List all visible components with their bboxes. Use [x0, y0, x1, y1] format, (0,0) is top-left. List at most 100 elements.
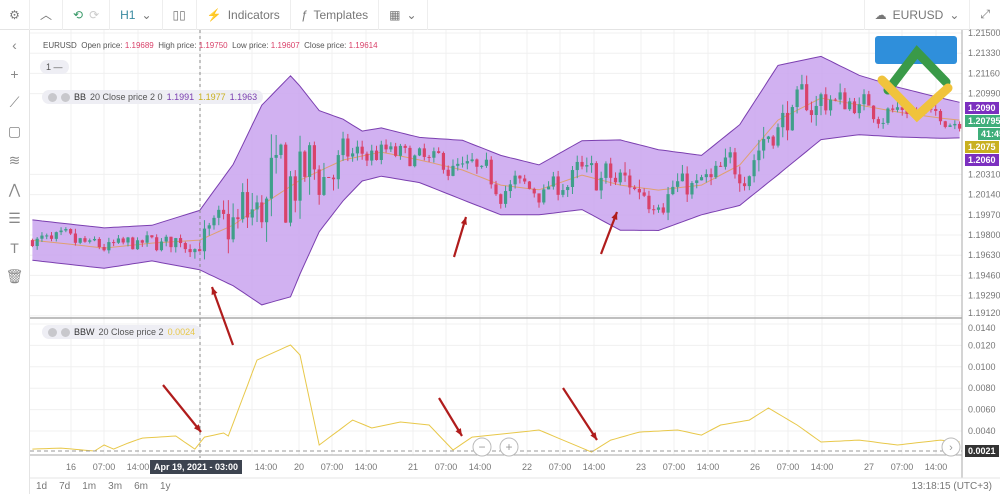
- low-label: Low price:: [232, 41, 269, 50]
- close-icon[interactable]: [48, 327, 57, 337]
- zoom-out-button[interactable]: [472, 437, 492, 457]
- back-icon[interactable]: ‹: [12, 36, 17, 53]
- candle: [279, 144, 283, 155]
- trendline-icon[interactable]: ⟋: [9, 94, 20, 110]
- candle: [704, 174, 708, 178]
- candle: [742, 183, 747, 187]
- candle: [671, 186, 675, 195]
- candle: [556, 176, 560, 195]
- open-value: 1.19689: [124, 41, 154, 50]
- collapse-button[interactable]: ︿: [30, 0, 64, 30]
- candle: [202, 228, 207, 252]
- bollinger-band-fill: [32, 56, 960, 305]
- time-tick-label: 14:00: [697, 462, 720, 472]
- symbol-select[interactable]: ☁ EURUSD ⌄: [863, 0, 971, 30]
- redo-icon[interactable]: ⟳: [89, 7, 100, 22]
- arrow-head: [590, 432, 597, 440]
- arrow-head: [455, 428, 462, 436]
- candle: [441, 152, 446, 170]
- arrow: [210, 286, 235, 346]
- candle: [370, 150, 374, 161]
- scroll-right-button[interactable]: [941, 437, 961, 457]
- arrow-head: [460, 217, 467, 225]
- price-tick-label: 1.20990: [968, 89, 1000, 99]
- rectangle-icon[interactable]: ▢: [7, 123, 22, 139]
- calendar-button[interactable]: ▦ ⌄: [379, 0, 428, 30]
- candle: [437, 151, 441, 153]
- candle: [121, 238, 125, 243]
- candle: [585, 165, 589, 167]
- candle: [97, 238, 101, 248]
- crosshair-icon[interactable]: +: [10, 65, 19, 82]
- candle: [408, 147, 412, 167]
- gear-icon[interactable]: [61, 92, 70, 102]
- pane-selector[interactable]: 1 —: [40, 60, 69, 74]
- candle: [953, 123, 957, 126]
- range-1d[interactable]: 1d: [36, 480, 48, 492]
- candle: [680, 173, 684, 182]
- close-label: Close price:: [304, 41, 347, 50]
- candle: [661, 207, 665, 213]
- chart-type-button[interactable]: ▯▯: [163, 0, 197, 30]
- candle: [394, 146, 398, 156]
- candle: [633, 187, 637, 189]
- candle: [54, 232, 58, 239]
- text-icon[interactable]: T: [10, 239, 19, 256]
- indicators-button[interactable]: ⚡ Indicators: [197, 0, 291, 30]
- candle: [709, 174, 713, 178]
- chevron-right-icon: ›: [949, 442, 953, 454]
- candle: [757, 150, 761, 161]
- candle: [212, 217, 216, 226]
- range-1m[interactable]: 1m: [82, 480, 97, 492]
- bbw-tick-label: 0.0140: [968, 323, 996, 333]
- range-3m[interactable]: 3m: [108, 480, 123, 492]
- range-6m[interactable]: 6m: [134, 480, 148, 492]
- high-value: 1.19750: [198, 41, 228, 50]
- fullscreen-button[interactable]: ⤢: [970, 0, 1000, 30]
- candle: [805, 84, 809, 111]
- range-1y[interactable]: 1y: [159, 480, 171, 492]
- candle: [169, 236, 173, 248]
- candle: [64, 229, 68, 231]
- candle: [795, 89, 799, 108]
- trash-icon[interactable]: 🗑: [5, 268, 24, 284]
- high-label: High price:: [158, 41, 197, 50]
- candle: [241, 192, 245, 220]
- arrow: [438, 397, 463, 437]
- undo-redo: ⟲ ⟳: [63, 0, 111, 30]
- fibonacci-icon[interactable]: ☰: [8, 210, 21, 226]
- arrow-head: [211, 287, 218, 295]
- plus-icon: +: [505, 440, 512, 454]
- candle: [432, 151, 436, 158]
- timeframe-select[interactable]: H1 ⌄: [110, 0, 163, 30]
- candle: [69, 229, 73, 234]
- candle: [73, 233, 78, 243]
- bb-lower-price-label: 1.2060: [965, 154, 999, 166]
- bb-upper: 1.1991: [166, 92, 195, 102]
- close-icon[interactable]: [48, 92, 57, 102]
- zoom-in-button[interactable]: [499, 437, 519, 457]
- time-tick-label: 21: [408, 462, 418, 472]
- candle: [886, 108, 890, 123]
- candle: [685, 173, 689, 195]
- bbw-tick-label: 0.0120: [968, 340, 996, 350]
- templates-label: Templates: [313, 7, 369, 22]
- candle: [174, 238, 178, 248]
- candle: [470, 159, 474, 162]
- undo-icon[interactable]: ⟲: [73, 7, 84, 22]
- candle: [92, 238, 97, 241]
- timeframe-value: H1: [120, 7, 136, 22]
- settings-button[interactable]: ⚙: [0, 0, 30, 30]
- candle: [446, 169, 450, 176]
- templates-button[interactable]: ƒ Templates: [291, 0, 380, 30]
- candle: [475, 159, 479, 167]
- channel-icon[interactable]: ≋: [8, 152, 21, 168]
- candle: [40, 235, 44, 239]
- candle: [260, 202, 264, 223]
- gear-icon[interactable]: [61, 327, 70, 337]
- candle: [293, 176, 297, 201]
- range-7d[interactable]: 7d: [59, 480, 71, 492]
- pattern-icon[interactable]: ⋀: [8, 181, 21, 197]
- bollinger-lower-line: [32, 134, 960, 306]
